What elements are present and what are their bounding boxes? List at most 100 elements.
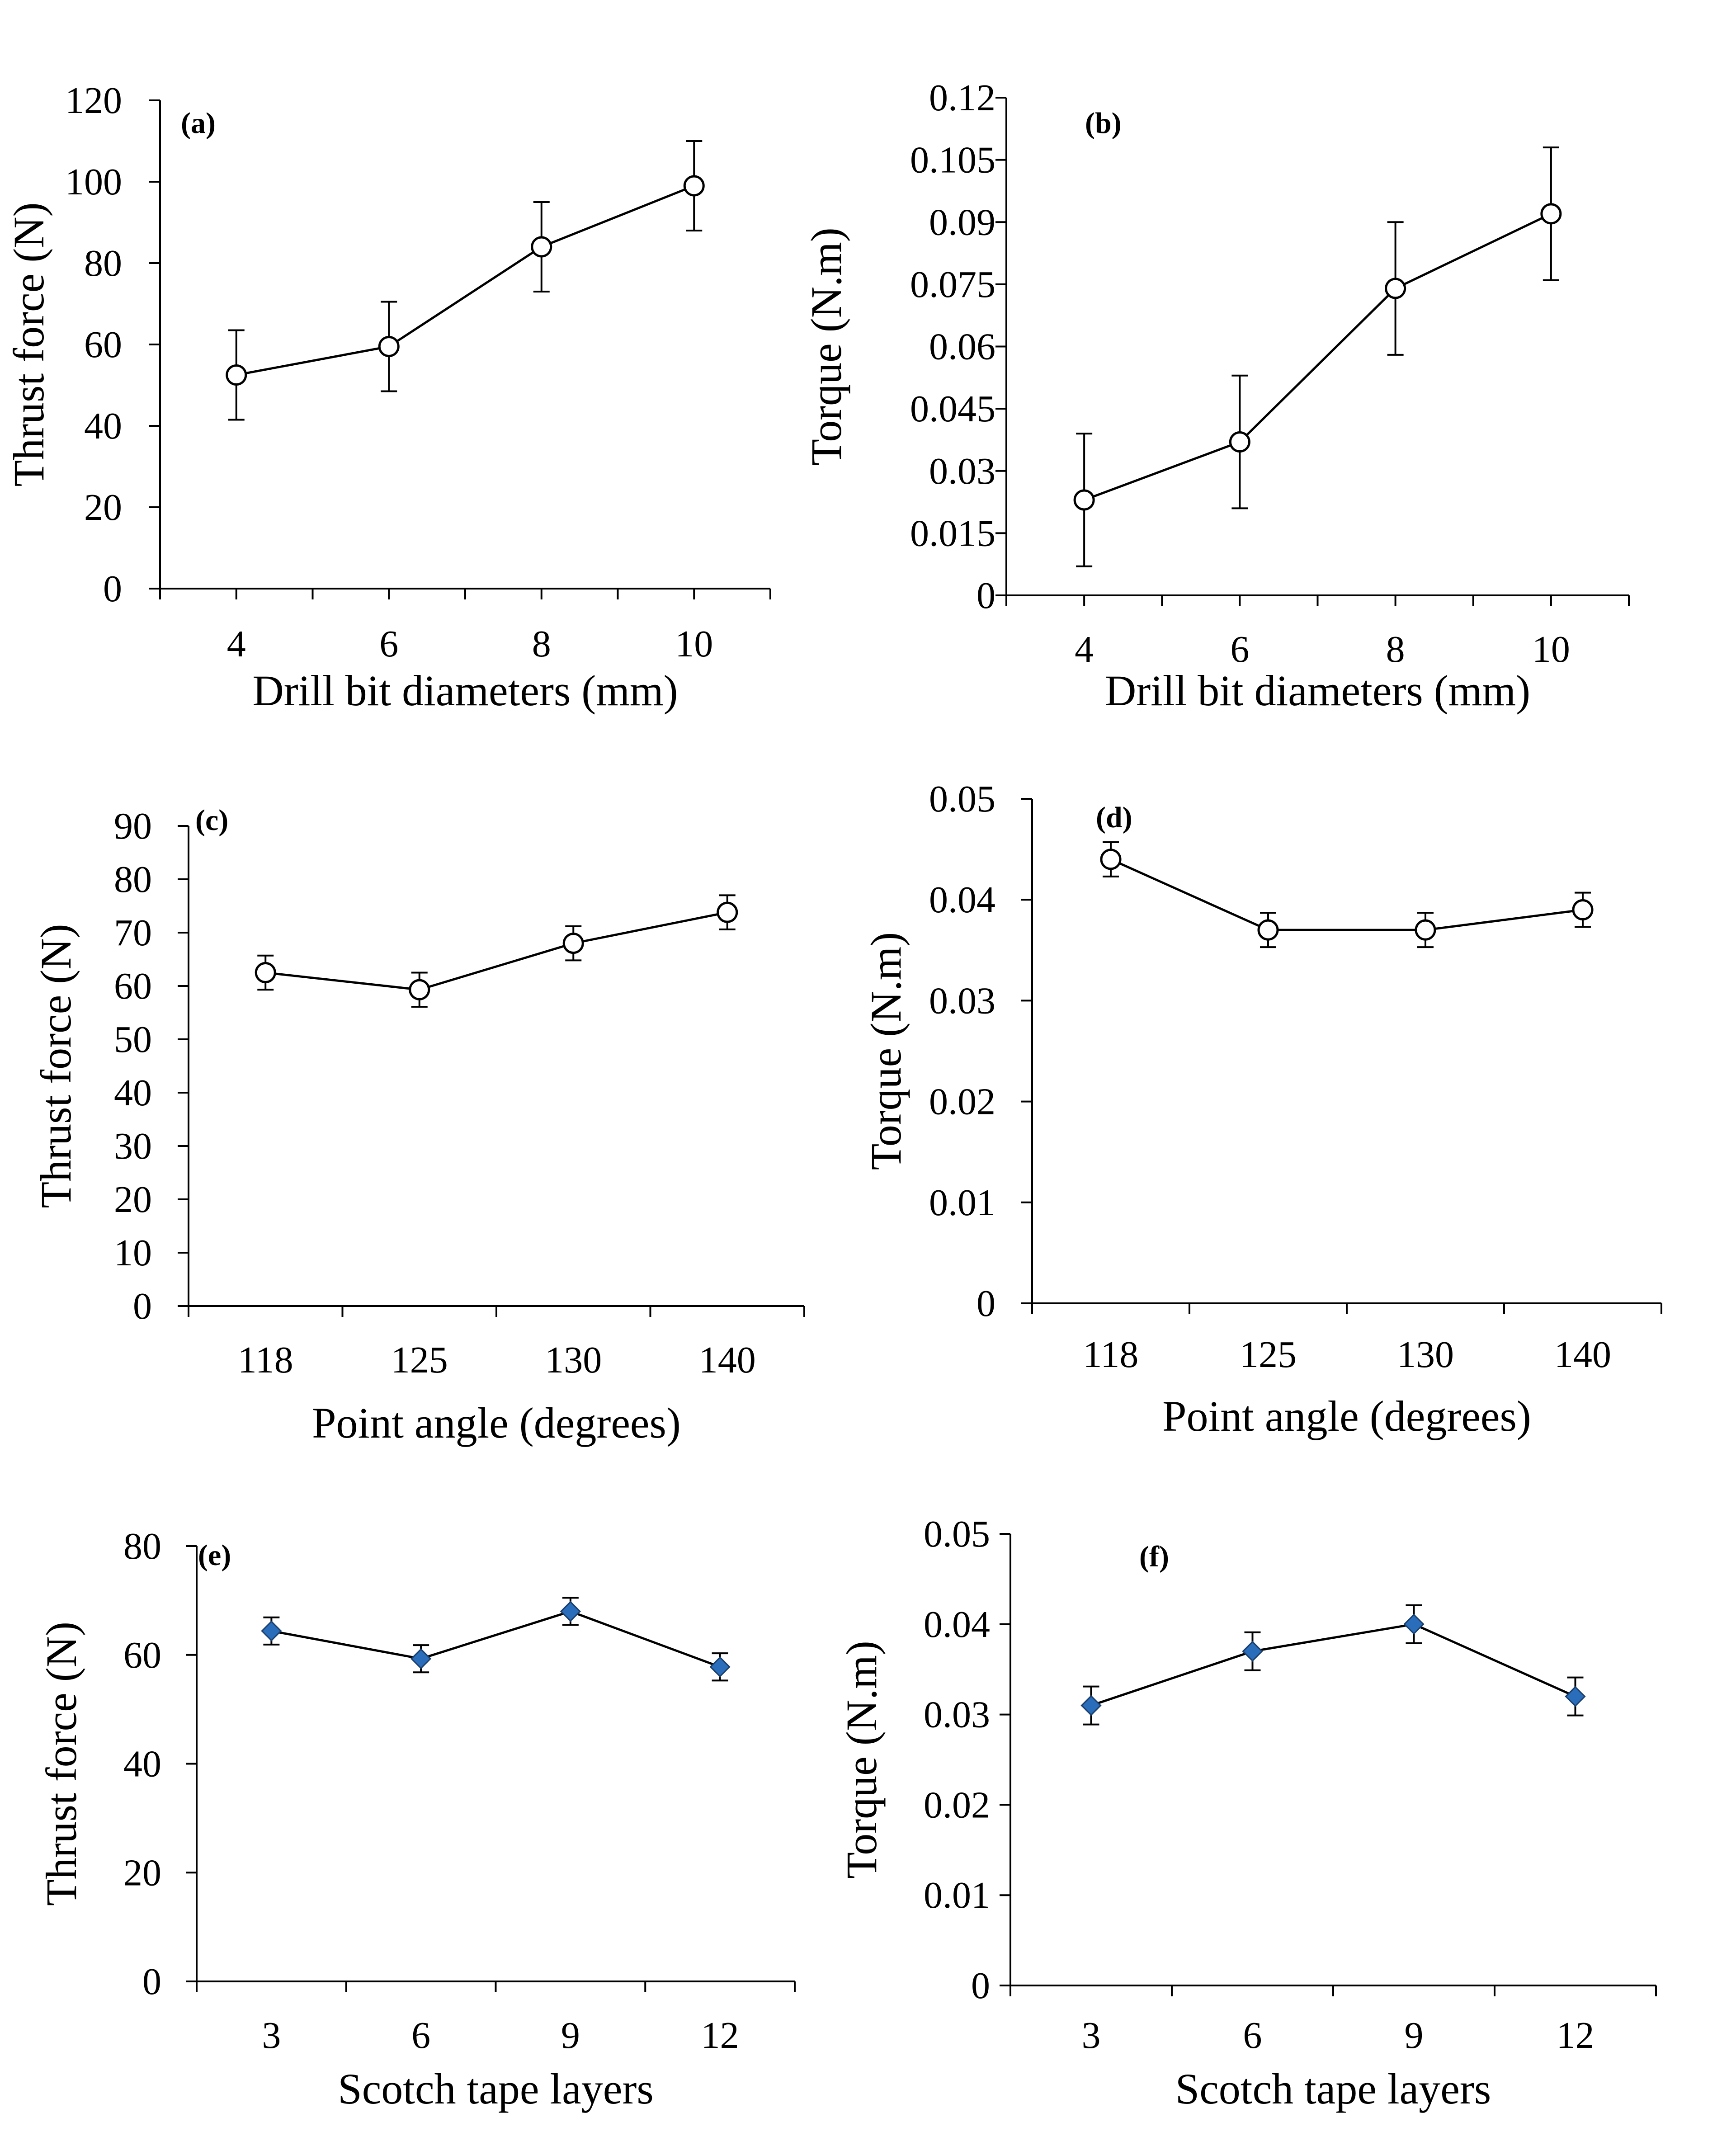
x-tick-label: 130 [1397,1334,1454,1376]
data-point [1080,1695,1102,1716]
x-tick-label: 140 [699,1339,756,1381]
y-tick-label: 0.02 [929,1081,995,1123]
data-point [1100,849,1122,870]
x-tick-label: 6 [1230,628,1249,670]
x-tick-label: 9 [561,2014,580,2056]
x-tick-label: 130 [545,1339,602,1381]
y-axis-title: Thrust force (N) [32,924,80,1208]
y-tick-label: 20 [114,1179,152,1221]
x-axis-title: Scotch tape layers [1175,2065,1491,2113]
y-tick-label: 0.03 [929,980,995,1022]
y-tick-label: 40 [84,405,122,447]
y-axis-title: Torque (N.m) [802,227,850,465]
data-point [1385,278,1406,299]
series-line [1084,212,1552,501]
x-tick-label: 10 [1532,628,1570,670]
y-axis-title: Torque (N.m) [862,932,910,1170]
y-tick-label: 0.045 [910,388,995,430]
x-tick-label: 10 [675,623,713,665]
x-tick-label: 125 [1240,1334,1297,1376]
x-tick-label: 4 [227,623,246,665]
y-tick-label: 0.01 [929,1182,995,1224]
y-tick-label: 0.03 [924,1694,990,1736]
x-axis-title: Point angle (degrees) [1162,1392,1531,1440]
y-tick-label: 60 [84,324,122,366]
data-point [1540,203,1562,225]
data-point [1242,1641,1263,1662]
data-point [410,1648,432,1669]
x-tick-label: 6 [379,623,398,665]
y-tick-label: 0.09 [929,201,995,243]
y-tick-label: 20 [123,1852,161,1894]
y-tick-label: 60 [114,965,152,1007]
data-point [1229,431,1250,453]
chart-panel-d: 0 0.01 0.02 0.03 0.04 0.05 118 125 130 140 Point a… [862,778,1662,1440]
y-tick-label: 0.04 [924,1603,990,1646]
x-axis-title: Drill bit diameters (mm) [1105,666,1530,715]
x-tick-label: 125 [391,1339,448,1381]
data-point [717,901,738,923]
y-tick-label: 0.075 [910,264,995,306]
y-tick-label: 40 [114,1072,152,1114]
y-tick-label: 70 [114,912,152,954]
x-tick-label: 8 [532,623,551,665]
y-tick-label: 100 [65,161,122,203]
y-tick-label: 0.02 [924,1784,990,1826]
y-axis-title: Thrust force (N) [5,202,53,486]
data-point [378,336,400,357]
x-tick-label: 3 [262,2014,281,2056]
y-tick-label: 10 [114,1232,152,1274]
chart-panel-b: 0 0.015 0.03 0.045 0.06 0.075 0.09 0.105 0.12 4 6 8… [802,77,1630,715]
panel-label: (c) [195,804,228,837]
y-axis-title: Thrust force (N) [37,1622,85,1906]
y-tick-label: 0 [976,575,995,617]
y-tick-label: 0 [976,1283,995,1325]
y-tick-label: 0 [971,1965,990,2007]
y-tick-label: 0.04 [929,879,995,921]
data-point [562,933,584,954]
data-point [1572,899,1594,921]
y-tick-label: 20 [84,486,122,528]
series-line [1090,1623,1576,1707]
chart-panel-e: 0 20 40 60 80 3 6 9 12 Scotch tape layers Thrust f… [37,1525,796,2113]
panel-label: (b) [1085,107,1122,140]
y-tick-label: 0.05 [929,778,995,820]
data-point [683,175,705,197]
y-tick-label: 0 [133,1285,152,1327]
x-tick-label: 140 [1554,1334,1611,1376]
y-tick-label: 30 [114,1125,152,1167]
panel-label: (e) [198,1539,231,1572]
x-axis-title: Point angle (degrees) [312,1399,681,1447]
data-point [1403,1613,1425,1635]
x-tick-label: 12 [1557,2014,1594,2056]
x-tick-label: 6 [411,2014,430,2056]
panel-label: (f) [1139,1540,1169,1573]
y-tick-label: 80 [114,858,152,901]
chart-panel-c: 0 10 20 30 40 50 60 70 80 90 118 125 130 140 Point ang… [32,804,805,1447]
x-tick-label: 118 [238,1339,293,1381]
data-point [409,979,430,1000]
data-point [1565,1686,1586,1707]
y-tick-label: 0.12 [929,77,995,119]
x-tick-label: 12 [701,2014,739,2056]
y-tick-label: 0.105 [910,139,995,181]
data-point [1073,489,1095,511]
data-point [531,236,552,258]
series-line [1110,858,1583,931]
y-tick-label: 80 [123,1525,161,1567]
data-point [1257,919,1279,941]
data-point [709,1656,731,1678]
series-line [271,1610,721,1668]
x-tick-label: 3 [1082,2014,1101,2056]
x-tick-label: 4 [1075,628,1094,670]
y-tick-label: 60 [123,1634,161,1676]
panel-label: (a) [181,107,216,140]
x-axis-title: Drill bit diameters (mm) [252,666,678,715]
data-point [226,364,247,386]
y-tick-label: 0 [103,568,122,610]
series-line [236,184,695,376]
x-tick-label: 118 [1083,1334,1139,1376]
